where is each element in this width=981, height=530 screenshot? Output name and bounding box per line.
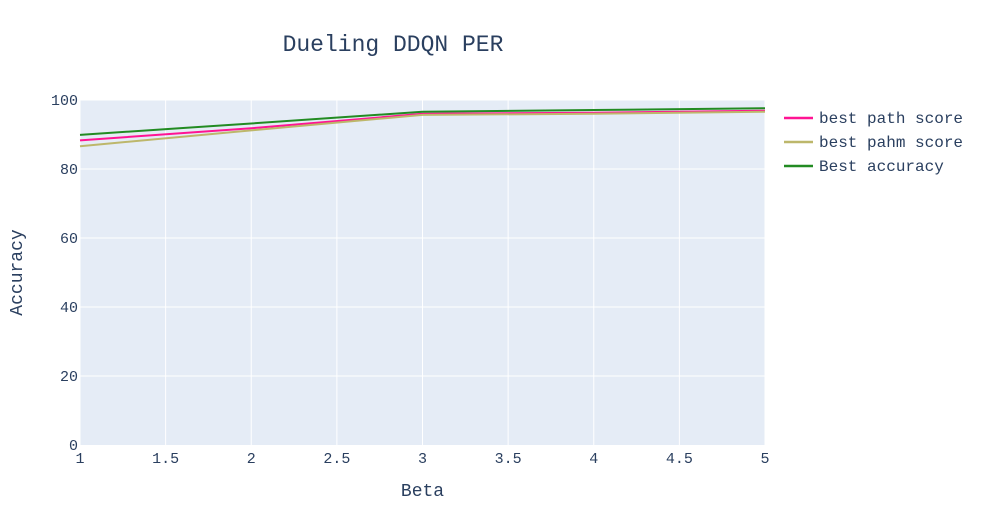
legend: best path score best pahm score Best accur… xyxy=(784,110,963,176)
chart-title: Dueling DDQN PER xyxy=(283,32,504,58)
legend-label: best path score xyxy=(819,110,963,128)
grid xyxy=(79,99,766,445)
x-tick-label: 3.5 xyxy=(495,451,522,468)
x-axis-title: Beta xyxy=(401,482,444,502)
x-axis-ticks: 1 1.5 2 2.5 3 3.5 4 4.5 5 xyxy=(75,451,769,468)
y-tick-label: 20 xyxy=(60,369,78,386)
x-tick-label: 2.5 xyxy=(323,451,350,468)
series-line-3 xyxy=(79,107,766,136)
y-axis-ticks: 0 20 40 60 80 100 xyxy=(51,93,78,455)
x-tick-label: 4 xyxy=(589,451,598,468)
series-line-2 xyxy=(79,110,766,148)
y-tick-label: 60 xyxy=(60,231,78,248)
x-tick-label: 2 xyxy=(247,451,256,468)
y-axis-title: Accuracy xyxy=(8,229,28,316)
series-lines xyxy=(79,107,766,148)
y-tick-label: 40 xyxy=(60,300,78,317)
legend-label: Best accuracy xyxy=(819,158,944,176)
x-tick-label: 5 xyxy=(760,451,769,468)
y-tick-label: 100 xyxy=(51,93,78,110)
series-line-1 xyxy=(79,109,766,142)
legend-label: best pahm score xyxy=(819,134,963,152)
y-tick-label: 80 xyxy=(60,162,78,179)
x-tick-label: 4.5 xyxy=(666,451,693,468)
x-tick-label: 3 xyxy=(418,451,427,468)
x-tick-label: 1.5 xyxy=(152,451,179,468)
x-tick-label: 1 xyxy=(75,451,84,468)
y-tick-label: 0 xyxy=(69,438,78,455)
